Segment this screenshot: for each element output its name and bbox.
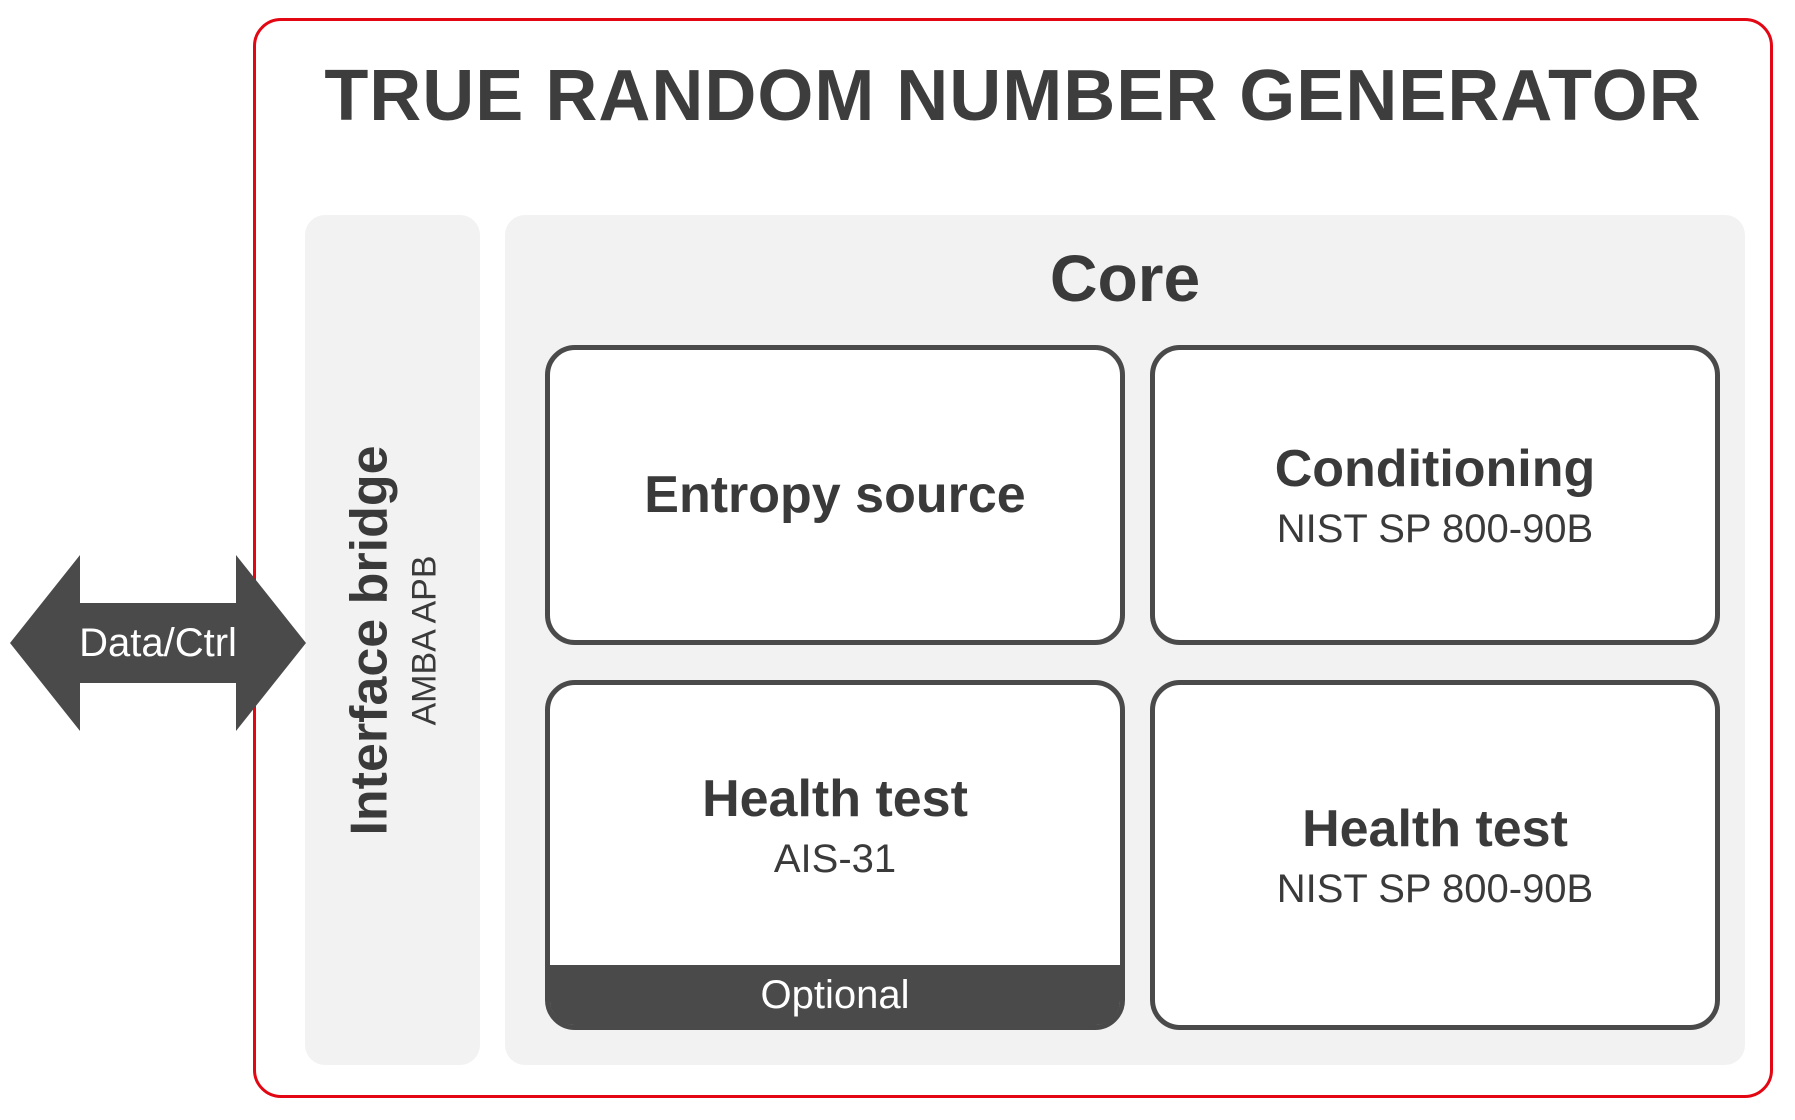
diagram-canvas: TRUE RANDOM NUMBER GENERATOR Interface b… [0,0,1795,1120]
data-ctrl-arrow [10,555,306,731]
block-health-ais-title: Health test [702,769,968,829]
diagram-title: TRUE RANDOM NUMBER GENERATOR [253,55,1773,137]
optional-label: Optional [761,973,910,1018]
block-health-ais-subtitle: AIS-31 [774,837,896,882]
interface-bridge-labels: Interface bridge AMBA APB [305,215,480,1065]
block-entropy-title: Entropy source [644,465,1025,525]
block-conditioning: Conditioning NIST SP 800-90B [1150,345,1720,645]
double-arrow-icon [10,555,306,731]
block-conditioning-subtitle: NIST SP 800-90B [1277,507,1593,552]
block-health-nist-subtitle: NIST SP 800-90B [1277,867,1593,912]
interface-bridge-subtitle: AMBA APB [406,445,445,835]
interface-bridge-title: Interface bridge [340,445,400,835]
block-health-nist-title: Health test [1302,799,1568,859]
optional-band: Optional [550,965,1120,1025]
block-entropy-source: Entropy source [545,345,1125,645]
core-title: Core [505,240,1745,316]
block-health-test-ais31: Health test AIS-31 Optional [545,680,1125,1030]
block-conditioning-title: Conditioning [1275,439,1596,499]
block-health-test-nist: Health test NIST SP 800-90B [1150,680,1720,1030]
